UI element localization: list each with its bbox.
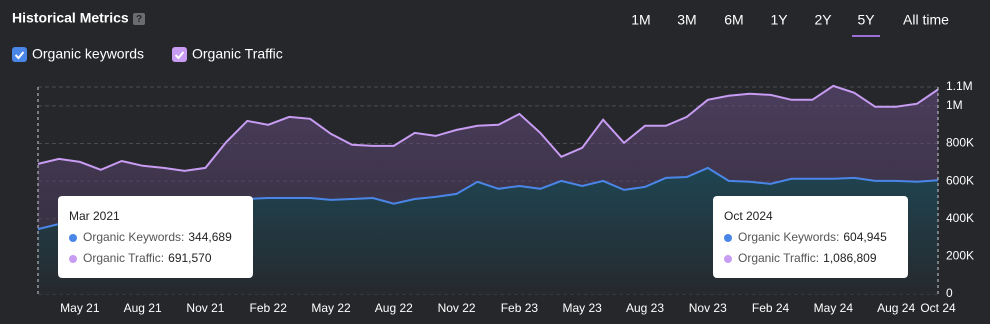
tooltip-label: Organic Keywords: (83, 230, 184, 244)
x-tick-label: Aug 24 (877, 301, 915, 315)
tooltip-title: Mar 2021 (69, 209, 120, 223)
tooltip-dot (69, 255, 77, 263)
y-tick-label: 0 (946, 286, 953, 300)
tooltip-dot (69, 234, 77, 242)
y-tick-label: 600K (946, 173, 974, 187)
tooltip-box (713, 196, 908, 278)
x-tick-label: May 22 (311, 301, 351, 315)
tooltip-row: Organic Traffic: 691,570 (83, 251, 212, 265)
tooltip-label: Organic Keywords: (738, 230, 839, 244)
y-tick-label: 800K (946, 136, 974, 150)
x-tick-label: Aug 22 (375, 301, 413, 315)
tooltip-title: Oct 2024 (724, 209, 773, 223)
active-underline (852, 35, 880, 37)
tooltip-label: Organic Traffic: (738, 251, 819, 265)
tooltip-value: 1,086,809 (823, 251, 877, 265)
range-button[interactable]: 5Y (857, 12, 875, 28)
x-tick-label: May 23 (563, 301, 603, 315)
legend: Organic keywords Organic Traffic (12, 46, 283, 62)
x-tick-label: Nov 23 (689, 301, 727, 315)
title: Historical Metrics (12, 10, 129, 26)
legend-label[interactable]: Organic Traffic (192, 46, 283, 62)
range-button[interactable]: 1M (631, 12, 650, 28)
tooltip-dot (724, 234, 732, 242)
tooltip-row: Organic Keywords: 344,689 (83, 230, 232, 244)
tooltip-label: Organic Traffic: (83, 251, 164, 265)
x-tick-label: May 24 (814, 301, 854, 315)
tooltip-value: 604,945 (843, 230, 887, 244)
range-button[interactable]: All time (903, 12, 949, 28)
y-tick-label: 1.1M (946, 79, 973, 93)
legend-checkbox[interactable] (12, 47, 27, 62)
y-tick-label: 1M (946, 98, 963, 112)
y-tick-label: 400K (946, 211, 974, 225)
tooltip-box (58, 196, 253, 278)
help-text: ? (136, 14, 142, 25)
x-tick-label: Nov 22 (438, 301, 476, 315)
tooltip-value: 344,689 (188, 230, 232, 244)
tooltip-row: Organic Keywords: 604,945 (738, 230, 887, 244)
x-tick-label: Oct 24 (920, 301, 956, 315)
range-button[interactable]: 2Y (814, 12, 832, 28)
x-tick-label: Nov 21 (186, 301, 224, 315)
x-tick-label: Feb 23 (501, 301, 539, 315)
range-selector: 1M 3M 6M 1Y 2Y 5Y All time (631, 12, 949, 37)
x-tick-label: Feb 22 (250, 301, 288, 315)
tooltip-dot (724, 255, 732, 263)
help-icon[interactable] (133, 13, 145, 25)
x-tick-label: Aug 21 (124, 301, 162, 315)
range-button[interactable]: 3M (677, 12, 696, 28)
legend-label[interactable]: Organic keywords (32, 46, 144, 62)
range-button[interactable]: 6M (724, 12, 743, 28)
checkmark (14, 51, 25, 60)
y-tick-label: 200K (946, 249, 974, 263)
tooltip-row: Organic Traffic: 1,086,809 (738, 251, 877, 265)
tooltip-value: 691,570 (168, 251, 212, 265)
x-tick-label: Aug 23 (626, 301, 664, 315)
line (37, 84, 939, 172)
x-tick-label: May 21 (60, 301, 100, 315)
checkmark (174, 51, 185, 60)
plot: 0 200K 400K 600K 800K 1M 1.1M May 21 Aug 21 Nov 2… (37, 79, 974, 315)
legend-checkbox[interactable] (172, 47, 187, 62)
x-tick-label: Feb 24 (752, 301, 790, 315)
range-button[interactable]: 1Y (770, 12, 788, 28)
